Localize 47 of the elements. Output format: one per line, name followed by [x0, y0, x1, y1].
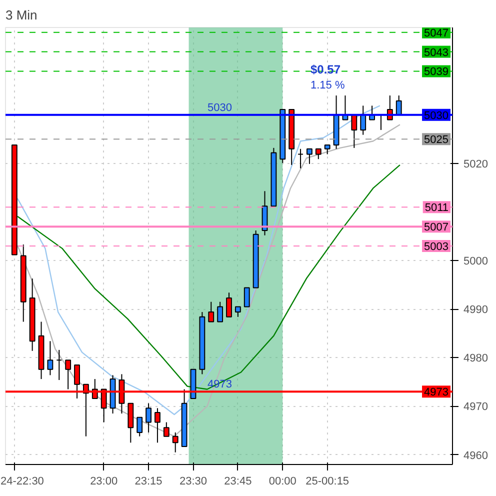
y-tick-label: 4970: [464, 401, 488, 414]
line-series: [16, 164, 401, 390]
candlestick: [360, 105, 366, 136]
candlestick: [217, 301, 224, 322]
candlestick: [154, 408, 160, 444]
line-series: [16, 105, 381, 416]
x-tick-label: 23:15: [134, 476, 162, 488]
annotation: 1.15 %: [310, 80, 345, 92]
candlestick: [396, 94, 402, 116]
ref-line-label: 5003: [424, 241, 449, 253]
candlestick: [136, 416, 143, 437]
chart-title: 3 Min: [6, 8, 38, 22]
ref-line-label: 5011: [424, 202, 448, 214]
candlestick: [47, 340, 54, 376]
candlestick: [226, 292, 232, 318]
ref-line-label: 5025: [424, 134, 449, 146]
y-tick-label: 4990: [464, 304, 488, 316]
candlestick: [56, 349, 62, 381]
x-tick-label: 24-22:30: [0, 476, 44, 488]
x-tick-label: 23:30: [179, 476, 208, 488]
x-tick-label: 25-00:15: [306, 476, 350, 488]
y-tick-label: 4980: [464, 352, 488, 365]
candlestick: [146, 402, 152, 433]
x-tick-label: 23:00: [90, 476, 118, 488]
candlestick: [208, 301, 214, 322]
ref-line-label: 4973: [424, 386, 449, 399]
candlestick: [298, 148, 304, 169]
ref-line-label: 5043: [424, 46, 449, 59]
candlestick: [172, 432, 178, 453]
candlestick: [306, 148, 312, 164]
x-tick-label: 00:00: [268, 476, 296, 488]
candlestick: [234, 306, 241, 318]
candlestick: [163, 422, 170, 437]
annotation: $0.57: [310, 62, 341, 76]
x-tick-label: 23:45: [224, 476, 252, 488]
candlestick: [324, 144, 330, 155]
y-tick-label: 5020: [464, 158, 488, 170]
candlestick: [351, 114, 358, 148]
ref-line-label: 5039: [424, 66, 449, 78]
ref-line-label: 5030: [424, 110, 449, 122]
candlestick: [244, 287, 250, 308]
y-tick-label: 5000: [464, 256, 488, 268]
y-tick-label: 4960: [464, 450, 488, 462]
annotation: 5030: [208, 102, 232, 114]
ref-line-label: 5007: [424, 222, 449, 234]
candlestick: [315, 148, 322, 160]
ref-line-label: 5047: [424, 27, 449, 40]
